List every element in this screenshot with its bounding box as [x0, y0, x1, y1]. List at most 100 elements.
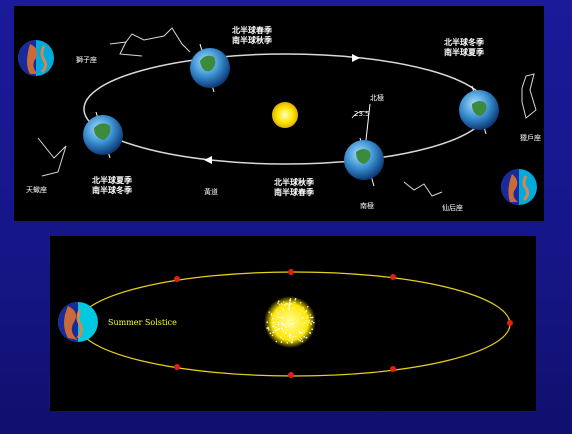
summer-solstice-label: Summer Solstice	[108, 318, 177, 327]
sun-speckle-dot	[272, 317, 274, 320]
season-label-bottom-south: 南半球春季	[274, 188, 314, 197]
sun-speckle-dot	[272, 331, 274, 334]
sun-speckle-dot	[294, 328, 297, 330]
sun-speckle-dot	[280, 323, 282, 325]
sun-speckle-dot	[280, 336, 282, 339]
sun-speckle-dot	[268, 329, 270, 331]
season-label-top-north: 北半球春季	[232, 26, 272, 35]
orbit-marker	[507, 320, 513, 326]
sun-speckle-dot	[277, 321, 280, 324]
sun-speckle	[266, 298, 315, 344]
sun-speckle-dot	[305, 336, 308, 339]
tilt-angle-label: 23.5	[354, 110, 370, 118]
sun-speckle-dot	[285, 315, 288, 318]
sun-speckle-dot	[277, 328, 280, 330]
sun-speckle-dot	[289, 329, 291, 332]
sun-icon	[272, 102, 298, 128]
sun-speckle-dot	[289, 334, 291, 337]
orbit-arrow-top	[352, 54, 360, 62]
earth-icon-bottom	[344, 103, 384, 187]
sun-speckle-dot	[307, 316, 310, 319]
south-pole-label: 南極	[360, 202, 374, 210]
constellation-lines-top	[109, 27, 191, 53]
sun-speckle-dot	[282, 308, 284, 311]
solstice-orbit-graphic	[58, 269, 513, 378]
season-label-right-north: 北半球冬季	[444, 38, 484, 47]
sun-speckle-dot	[285, 326, 287, 328]
sun-speckle-dot	[280, 306, 282, 309]
sun-speckle-dot	[290, 302, 292, 305]
orbit-label: 黃道	[204, 188, 218, 196]
sun-speckle-dot	[288, 308, 290, 311]
sun-speckle-dot	[301, 328, 303, 331]
orbit-marker	[288, 372, 294, 378]
sun-speckle-dot	[277, 300, 280, 303]
sun-speckle-dot	[299, 301, 302, 304]
orbit-marker	[390, 274, 396, 280]
sun-speckle-dot	[282, 301, 285, 303]
sun-speckle-dot	[298, 326, 301, 329]
sun-speckle-dot	[306, 306, 309, 308]
sun-speckle-dot	[290, 320, 292, 323]
sun-speckle-dot	[301, 317, 304, 319]
sun-speckle-dot	[294, 301, 296, 304]
sun-speckle-dot	[286, 342, 289, 344]
sun-speckle-dot	[297, 332, 300, 335]
sun-speckle-dot	[282, 338, 284, 341]
sun-speckle-dot	[305, 316, 308, 319]
sun-speckle-dot	[291, 336, 294, 338]
earth-icon-left	[83, 111, 123, 159]
season-label-left: 北半球夏季 南半球冬季	[92, 176, 132, 196]
sun-speckle-dot	[271, 322, 273, 324]
sun-speckle-dot	[298, 331, 301, 333]
sun-speckle-dot	[275, 318, 278, 321]
sun-speckle-dot	[268, 311, 271, 313]
sun-speckle-dot	[308, 320, 311, 322]
sun-speckle-dot	[288, 303, 291, 306]
sun-speckle-dot	[280, 341, 283, 343]
sun-speckle-dot	[280, 302, 283, 305]
sun-speckle-dot	[300, 312, 302, 314]
sun-speckle-dot	[292, 321, 294, 323]
sun-speckle-dot	[291, 307, 293, 309]
sun-speckle-dot	[283, 310, 285, 312]
sun-speckle-dot	[266, 321, 268, 323]
sun-speckle-dot	[283, 321, 285, 324]
sun-speckle-dot	[289, 298, 292, 300]
sun-speckle-dot	[287, 324, 289, 327]
sun-speckle-dot	[299, 322, 301, 324]
sun-speckle-dot	[299, 309, 302, 311]
constellation-label-top: 獅子座	[76, 56, 97, 64]
sun-speckle-dot	[282, 330, 285, 333]
sun-speckle-dot	[297, 326, 300, 328]
sun-speckle-dot	[295, 335, 297, 338]
sun-speckle-dot	[303, 321, 306, 324]
north-pole-label: 北極	[370, 94, 384, 102]
sun-speckle-dot	[277, 323, 280, 326]
sun-speckle-dot	[277, 311, 280, 314]
sun-speckle-dot	[283, 323, 285, 326]
constellation-label-right: 獵戶座	[520, 134, 541, 142]
sun-speckle-dot	[305, 319, 307, 322]
sun-speckle-dot	[289, 336, 291, 338]
constellation-lines-bottom	[403, 181, 443, 197]
sun-speckle-dot	[303, 325, 305, 328]
sun-speckle-dot	[281, 327, 283, 330]
sun-speckle-dot	[292, 322, 294, 325]
sun-speckle-dot	[276, 317, 278, 319]
sun-speckle-dot	[290, 341, 293, 344]
season-label-bottom: 北半球秋季 南半球春季	[274, 178, 314, 198]
constellation-label-bottom: 仙后座	[442, 204, 463, 212]
orbit-marker	[174, 364, 180, 370]
sun-speckle-dot	[273, 315, 276, 317]
sun-speckle-dot	[312, 321, 315, 324]
sun-speckle-dot	[302, 323, 305, 325]
sun-speckle-dot	[299, 330, 302, 332]
sun-speckle-dot	[272, 325, 275, 328]
sun-speckle-dot	[294, 324, 297, 326]
sun-speckle-dot	[287, 307, 289, 310]
sun-speckle-dot	[295, 316, 298, 319]
sun-speckle-dot	[279, 316, 281, 319]
sun-speckle-dot	[305, 310, 308, 312]
sun-speckle-dot	[271, 314, 273, 317]
